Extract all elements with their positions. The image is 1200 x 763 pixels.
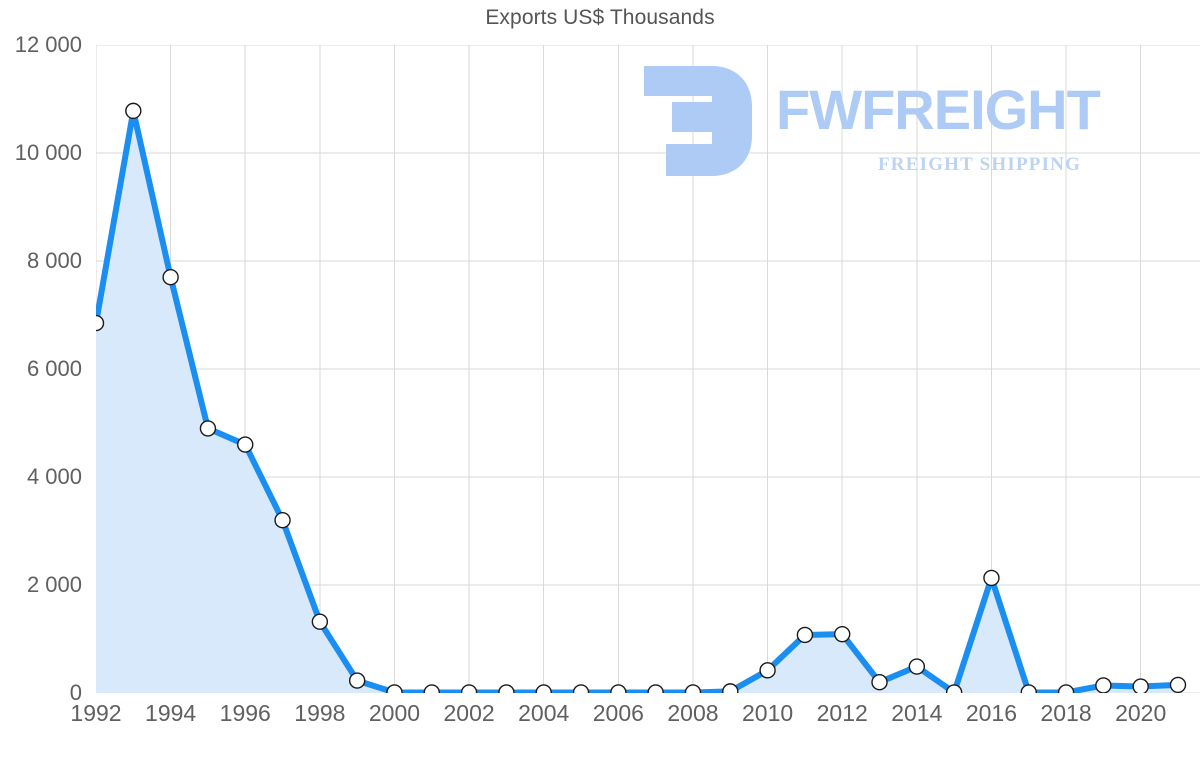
y-axis-tick-label: 2 000 bbox=[26, 572, 82, 597]
x-axis-tick-label: 2016 bbox=[965, 700, 1018, 726]
data-point-marker[interactable] bbox=[498, 684, 515, 693]
gridlines bbox=[96, 45, 1200, 693]
data-point-marker[interactable] bbox=[199, 420, 217, 437]
series-line bbox=[96, 107, 1181, 693]
y-axis-tick-label: 10 000 bbox=[14, 140, 82, 165]
data-point-marker[interactable] bbox=[684, 684, 702, 693]
y-axis-tick-label: 6 000 bbox=[26, 356, 82, 381]
chart-title: Exports US$ Thousands bbox=[485, 6, 715, 29]
data-point-marker[interactable] bbox=[274, 512, 291, 529]
data-point-marker[interactable] bbox=[1057, 684, 1075, 693]
x-axis-tick-label: 1996 bbox=[219, 700, 271, 726]
x-axis-tick-label: 2008 bbox=[667, 700, 719, 726]
data-point-marker[interactable] bbox=[1095, 677, 1112, 693]
data-point-marker[interactable] bbox=[237, 436, 254, 453]
x-axis-tick-label: 2006 bbox=[592, 700, 644, 726]
x-axis-tick-label: 2000 bbox=[368, 700, 421, 726]
x-axis-tick-label: 1994 bbox=[145, 700, 197, 726]
data-point-marker[interactable] bbox=[535, 684, 552, 693]
data-point-marker[interactable] bbox=[796, 626, 814, 644]
y-axis-tick-label: 4 000 bbox=[26, 464, 82, 489]
data-point-marker[interactable] bbox=[460, 684, 478, 693]
data-point-marker[interactable] bbox=[572, 684, 590, 693]
data-point-marker[interactable] bbox=[96, 314, 105, 332]
plot-area bbox=[96, 45, 1200, 693]
data-point-marker[interactable] bbox=[908, 658, 926, 675]
data-point-marker[interactable] bbox=[1169, 676, 1187, 693]
chart-plot-svg bbox=[96, 45, 1200, 693]
data-point-marker[interactable] bbox=[759, 662, 776, 679]
data-point-marker[interactable] bbox=[834, 625, 851, 643]
x-axis-tick-label: 2010 bbox=[741, 700, 794, 726]
data-point-markers bbox=[96, 102, 1187, 693]
data-point-marker[interactable] bbox=[162, 268, 179, 286]
area-fill bbox=[96, 110, 1178, 693]
data-point-marker[interactable] bbox=[722, 683, 739, 693]
x-axis-tick-label: 2018 bbox=[1040, 700, 1092, 726]
data-point-marker[interactable] bbox=[1020, 684, 1037, 693]
data-point-marker[interactable] bbox=[871, 674, 888, 691]
data-point-marker[interactable] bbox=[945, 684, 963, 693]
data-point-marker[interactable] bbox=[311, 613, 329, 630]
x-axis-tick-label: 2012 bbox=[816, 700, 868, 726]
data-point-marker[interactable] bbox=[348, 672, 366, 689]
x-axis-tick-label: 2014 bbox=[891, 700, 943, 726]
data-point-marker[interactable] bbox=[1132, 678, 1149, 693]
data-point-marker[interactable] bbox=[423, 684, 440, 693]
y-axis-tick-label: 12 000 bbox=[14, 32, 82, 57]
data-point-marker[interactable] bbox=[983, 569, 1000, 587]
y-axis-tick-label: 0 bbox=[69, 680, 82, 705]
x-axis-tick-label: 1998 bbox=[294, 700, 346, 726]
data-point-marker[interactable] bbox=[125, 102, 142, 120]
x-axis-tick-label: 2004 bbox=[518, 700, 570, 726]
data-point-marker[interactable] bbox=[647, 684, 664, 693]
y-axis-tick-label: 8 000 bbox=[26, 248, 82, 273]
data-point-marker[interactable] bbox=[610, 684, 627, 693]
x-axis-tick-label: 2002 bbox=[443, 700, 495, 726]
data-point-marker[interactable] bbox=[386, 684, 403, 693]
x-axis-tick-label: 1992 bbox=[70, 700, 122, 726]
x-axis-tick-label: 2020 bbox=[1115, 700, 1167, 726]
